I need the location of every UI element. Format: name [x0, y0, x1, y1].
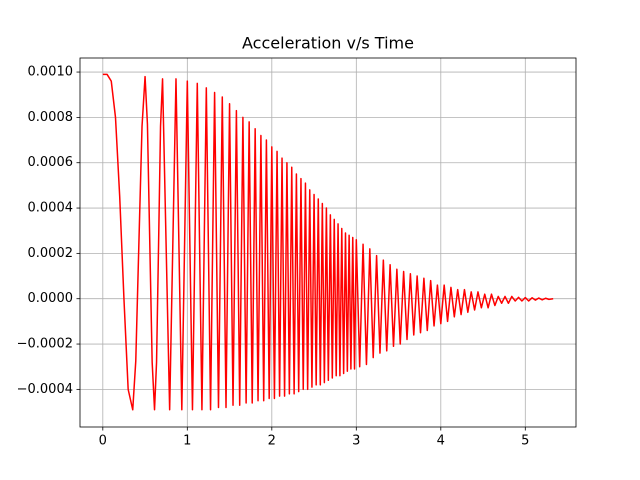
y-tick-label: −0.0002 [17, 337, 73, 352]
y-tick-label: 0.0008 [28, 110, 74, 125]
x-tick-label: 4 [437, 434, 445, 449]
chart-title: Acceleration v/s Time [242, 34, 414, 53]
y-tick-label: 0.0004 [28, 201, 74, 216]
x-tick-label: 1 [183, 434, 191, 449]
y-tick-label: 0.0002 [28, 246, 74, 261]
x-tick-label: 5 [521, 434, 529, 449]
x-tick-label: 0 [99, 434, 107, 449]
data-line [102, 73, 554, 411]
y-tick-label: 0.0000 [28, 291, 74, 306]
x-tick-label: 2 [268, 434, 276, 449]
y-tick-label: 0.0006 [28, 155, 74, 170]
y-tick-label: −0.0004 [17, 382, 73, 397]
axes-frame [79, 57, 577, 428]
y-tick-label: 0.0010 [28, 65, 74, 80]
x-tick-label: 3 [352, 434, 360, 449]
